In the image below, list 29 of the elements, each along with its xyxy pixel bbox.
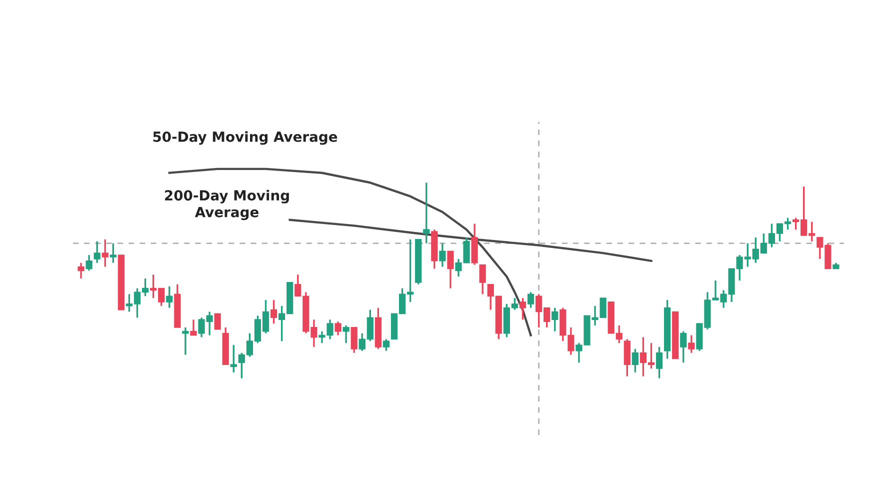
candlestick [166, 285, 173, 309]
series-label: 200-Day Moving Average [165, 190, 289, 220]
candlestick [656, 346, 663, 380]
candlestick [479, 264, 486, 295]
candlestick [102, 238, 108, 268]
candlestick [439, 242, 446, 268]
candlestick [214, 313, 221, 330]
candlestick [110, 242, 116, 264]
candlestick [423, 182, 430, 244]
candlestick [632, 348, 638, 374]
candlestick [270, 299, 278, 324]
candlestick [680, 330, 687, 364]
candlestick [230, 344, 237, 374]
candlestick [688, 334, 695, 354]
candlestick [86, 254, 92, 272]
candlestick [78, 262, 84, 280]
candlestick [552, 307, 558, 332]
candlestick [334, 320, 342, 336]
candlestick [94, 240, 100, 264]
candlestick [190, 318, 197, 336]
candlestick [624, 338, 630, 378]
candlestick [447, 250, 454, 290]
candlestick [350, 326, 358, 354]
candlestick [382, 338, 390, 352]
text: 50-Day Moving Average [153, 131, 338, 145]
candlestick [182, 326, 189, 356]
candlestick [519, 297, 526, 320]
candlestick [527, 291, 534, 309]
candlestick [342, 324, 350, 344]
